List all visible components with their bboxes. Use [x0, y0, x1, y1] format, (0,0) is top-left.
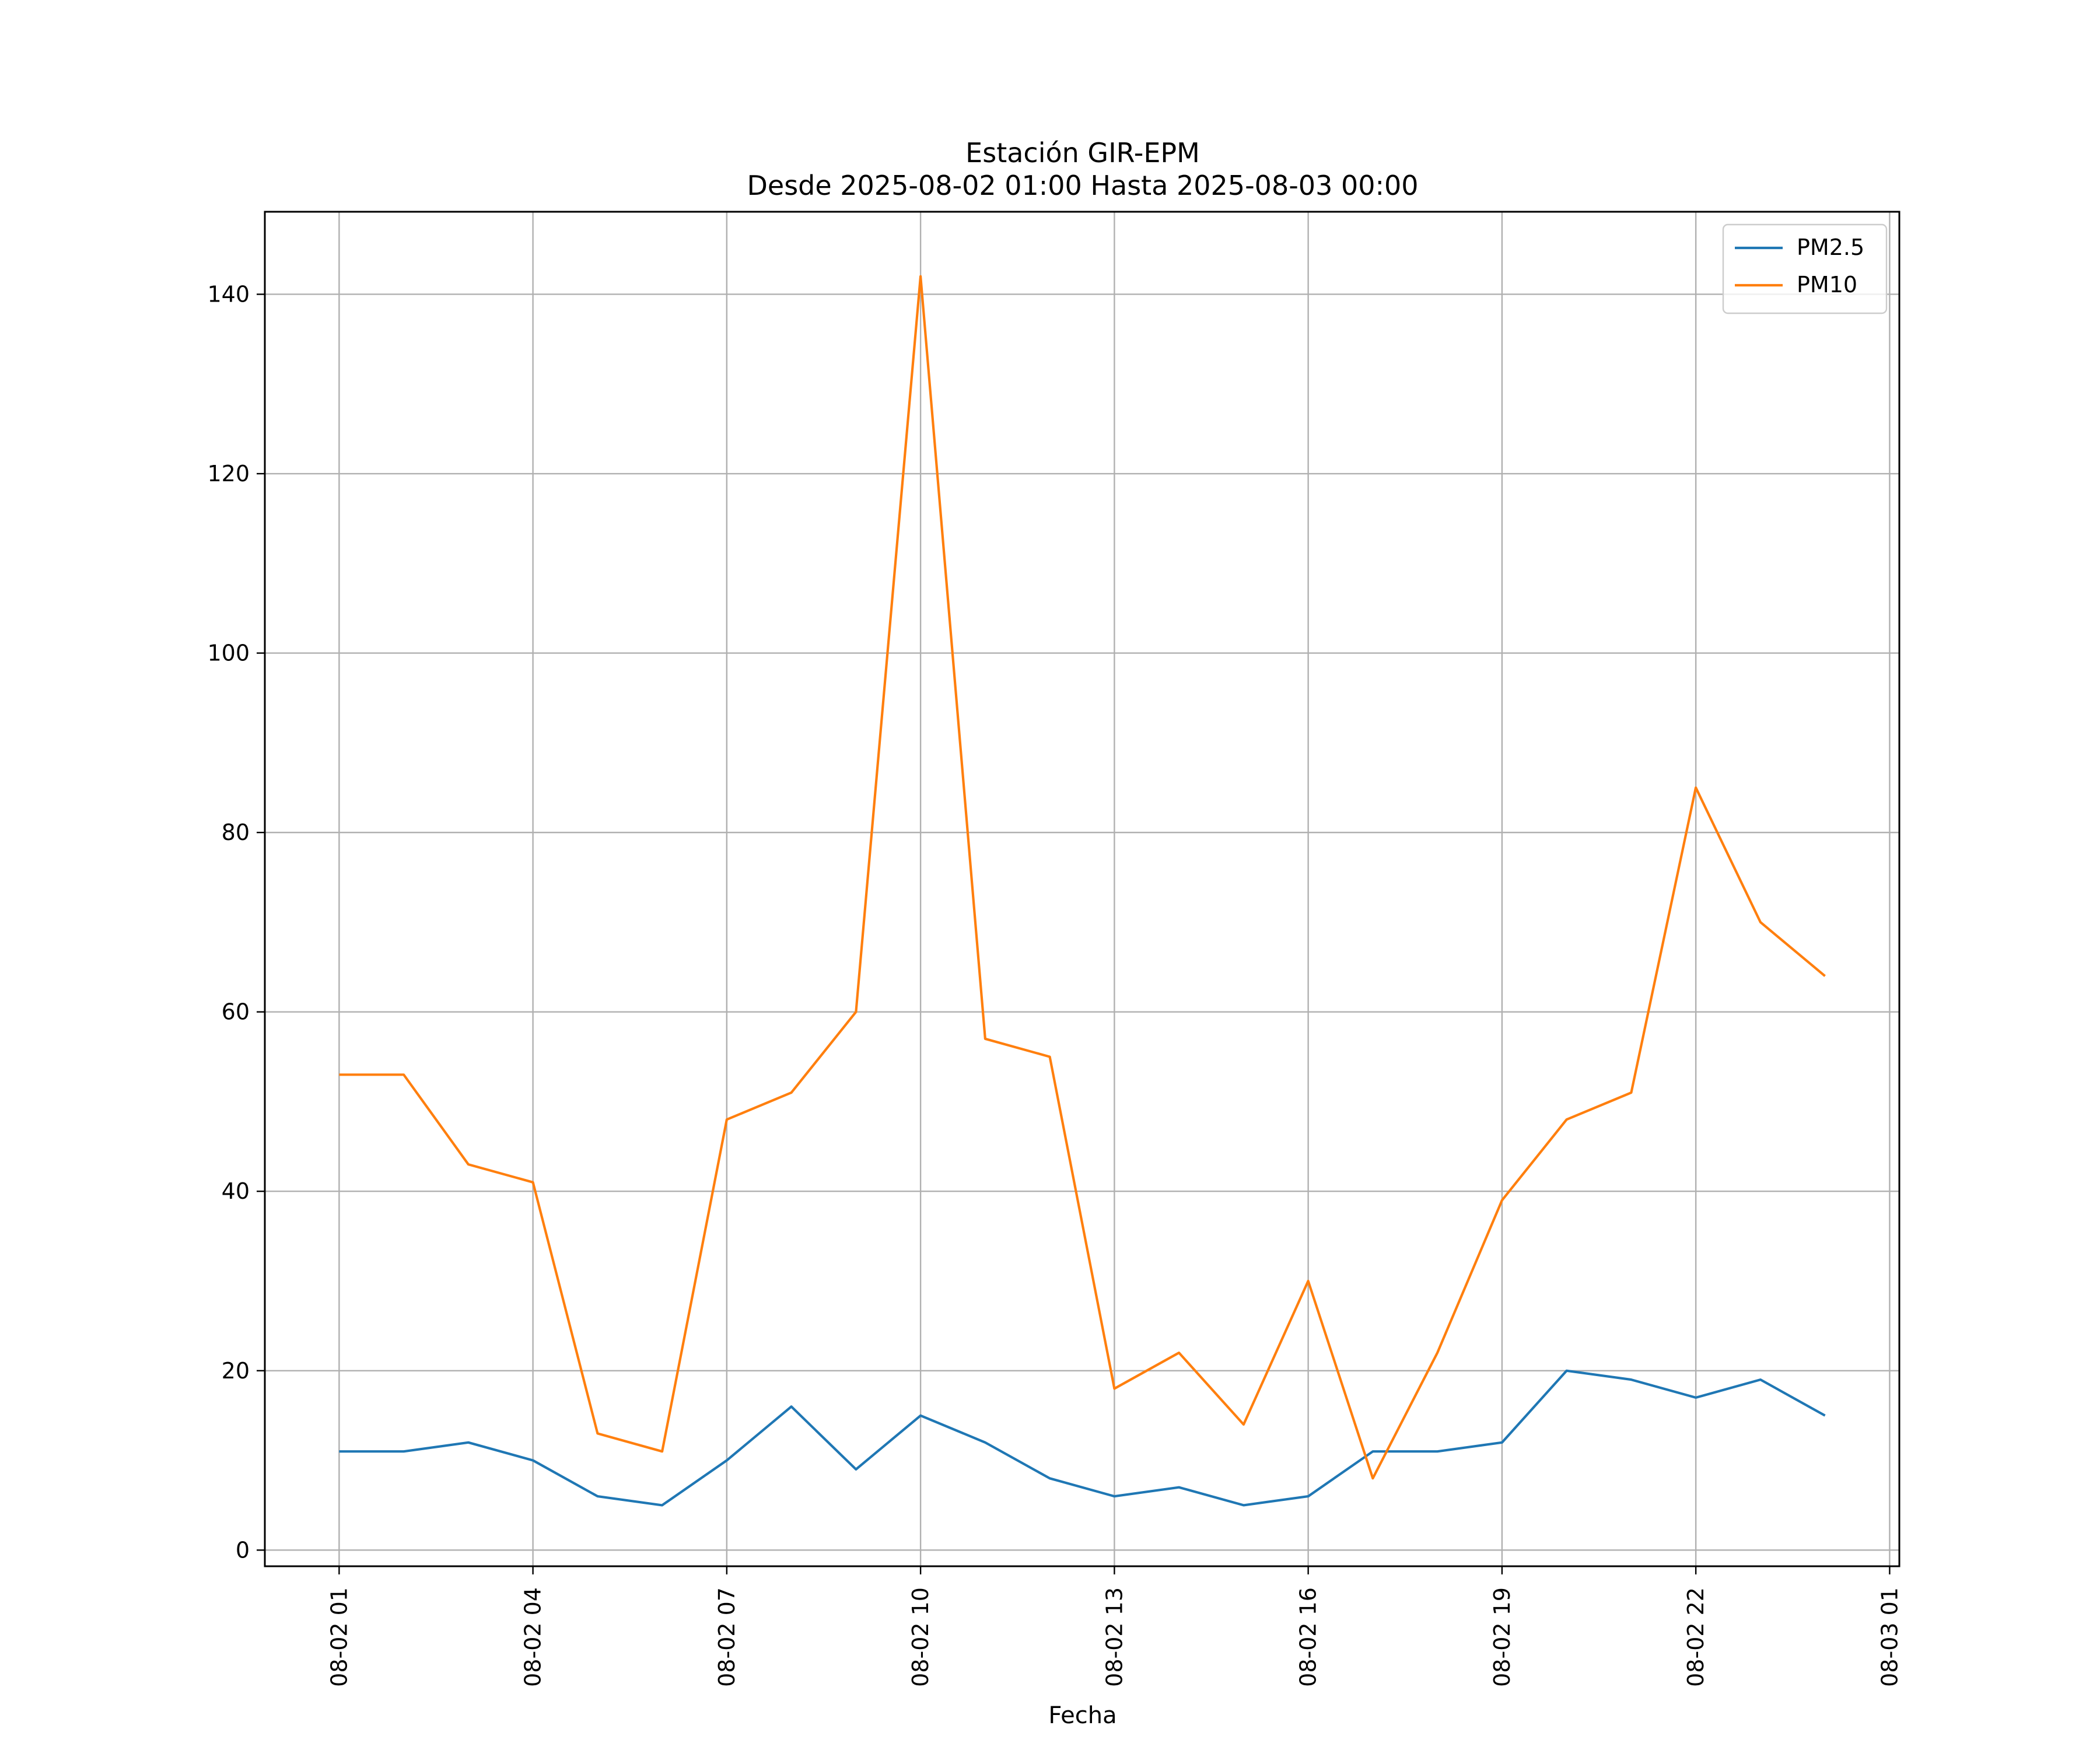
x-tick-label: 08-02 10	[908, 1587, 933, 1687]
plot-frame	[264, 211, 1901, 1567]
series-line-pm25	[339, 1369, 1826, 1507]
tick-layer: 0 20 40 60 80 100 120 140 08-02 01 08-02 04 08-02 …	[207, 281, 1902, 1686]
x-axis-label: Fecha	[1048, 1702, 1116, 1729]
x-tick-label: 08-03 01	[1877, 1587, 1902, 1687]
y-tick-label: 100	[207, 640, 250, 666]
x-tick-label: 08-02 22	[1683, 1587, 1709, 1687]
series-line-pm10	[339, 275, 1826, 1480]
y-tick-label: 60	[222, 999, 250, 1025]
chart-subtitle: Desde 2025-08-02 01:00 Hasta 2025-08-03 …	[747, 170, 1418, 201]
legend-label-pm10: PM10	[1797, 272, 1857, 298]
x-tick-label: 08-02 07	[714, 1587, 740, 1687]
series-layer	[339, 275, 1826, 1507]
y-tick-label: 0	[236, 1537, 250, 1563]
y-tick-label: 20	[222, 1358, 250, 1384]
chart-title: Estación GIR-EPM	[965, 137, 1200, 169]
x-tick-label: 08-02 01	[326, 1587, 352, 1687]
legend-label-pm25: PM2.5	[1797, 235, 1864, 260]
x-tick-label: 08-02 13	[1101, 1587, 1127, 1687]
y-tick-label: 140	[207, 281, 250, 307]
x-tick-label: 08-02 04	[520, 1587, 546, 1687]
x-tick-label: 08-02 19	[1489, 1587, 1515, 1687]
y-tick-label: 120	[207, 461, 250, 487]
y-tick-label: 80	[222, 820, 250, 845]
x-tick-label: 08-02 16	[1296, 1587, 1321, 1687]
y-tick-label: 40	[222, 1178, 250, 1204]
legend: PM2.5 PM10	[1722, 223, 1888, 314]
grid-layer	[265, 212, 1899, 1566]
